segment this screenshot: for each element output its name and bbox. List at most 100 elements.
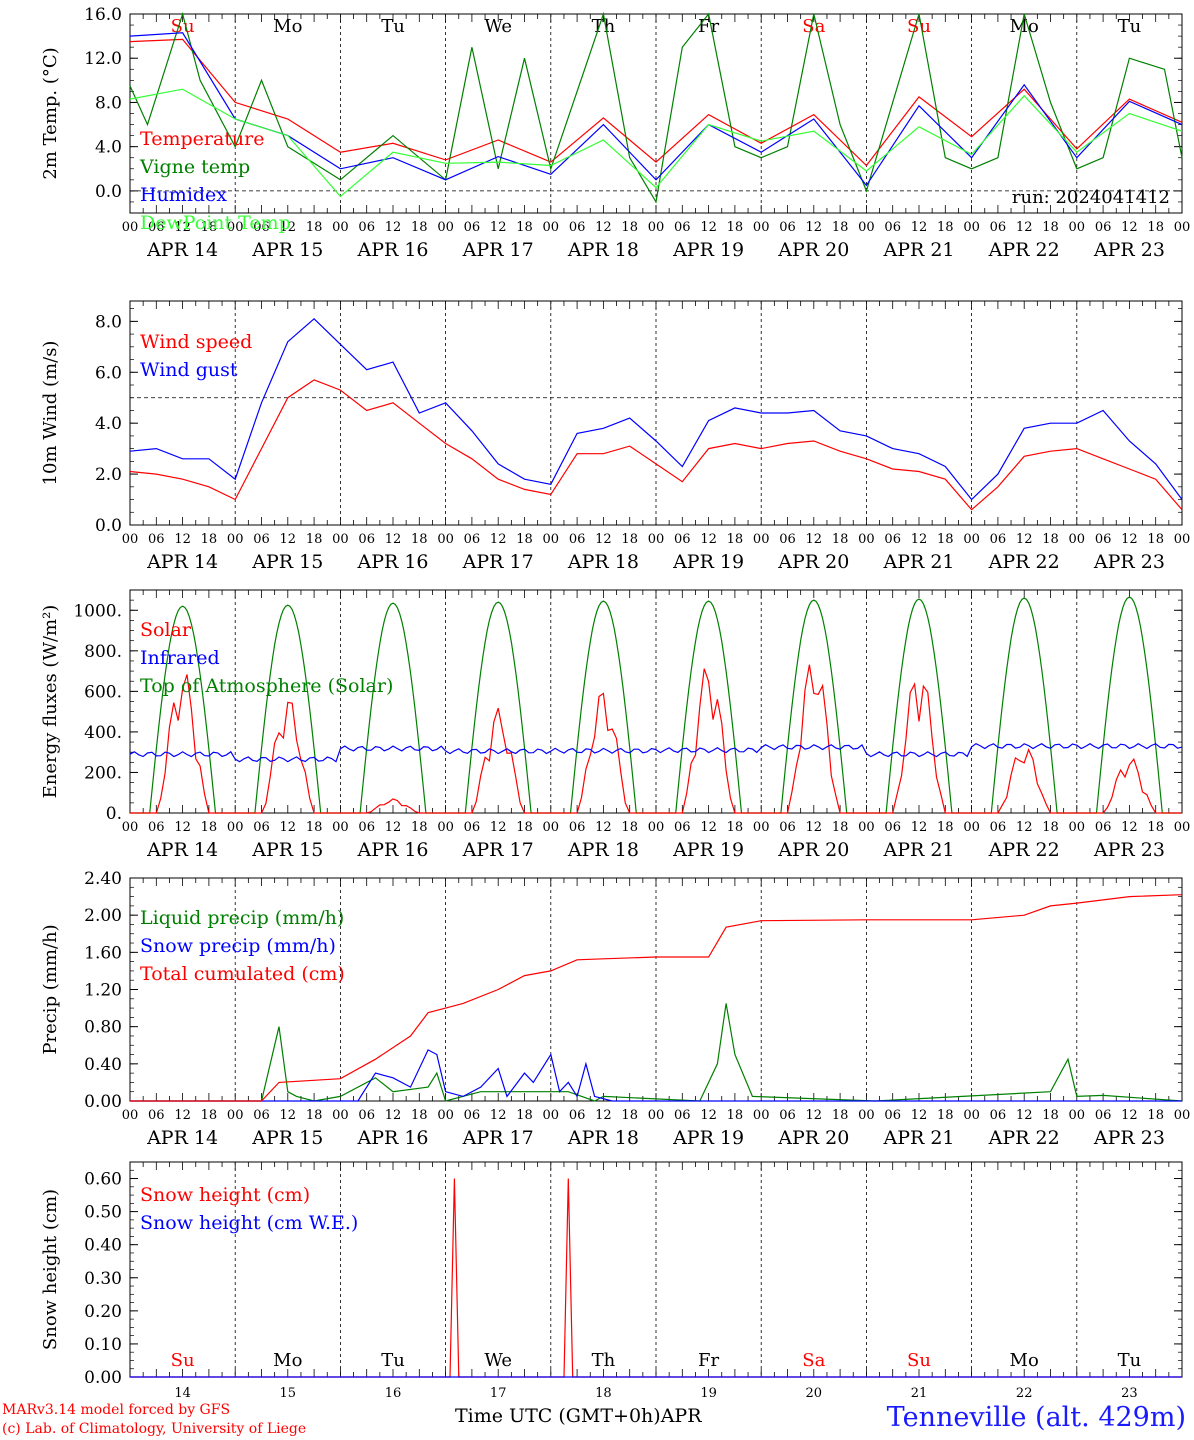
- x-hour-label: 06: [1095, 220, 1112, 235]
- x-hour-label: 18: [832, 1108, 849, 1123]
- x-hour-label: 00: [437, 820, 454, 835]
- x-day-number: 23: [1121, 1386, 1138, 1400]
- x-hour-label: 12: [700, 220, 717, 235]
- x-hour-label: 00: [963, 220, 980, 235]
- day-name-label: Su: [907, 16, 931, 37]
- x-day-number: 20: [806, 1386, 823, 1400]
- x-hour-label: 06: [464, 532, 481, 547]
- y-tick-label: 0.40: [84, 1055, 122, 1075]
- x-hour-label: 18: [727, 1108, 744, 1123]
- day-name-label: Su: [171, 1350, 195, 1371]
- x-date-label: APR 19: [672, 239, 744, 261]
- x-hour-label: 00: [1069, 220, 1086, 235]
- x-hour-label: 06: [1095, 532, 1112, 547]
- y-axis-label: Energy fluxes (W/m²): [40, 605, 61, 799]
- x-hour-label: 00: [858, 220, 875, 235]
- x-hour-label: 00: [1174, 820, 1191, 835]
- x-hour-label: 00: [648, 532, 665, 547]
- x-hour-label: 12: [1016, 1108, 1033, 1123]
- x-hour-label: 12: [911, 220, 928, 235]
- x-hour-label: 06: [779, 532, 796, 547]
- y-tick-label: 600.: [84, 682, 122, 702]
- y-tick-label: 1.20: [84, 981, 122, 1001]
- x-hour-label: 00: [437, 532, 454, 547]
- x-hour-label: 06: [569, 220, 586, 235]
- x-hour-label: 06: [990, 1108, 1007, 1123]
- day-name-label: Th: [592, 1350, 616, 1371]
- legend-entry: Top of Atmosphere (Solar): [140, 675, 393, 697]
- x-date-label: APR 22: [988, 839, 1060, 861]
- x-date-label: APR 18: [567, 239, 639, 261]
- x-hour-label: 18: [1147, 532, 1164, 547]
- x-hour-label: 12: [385, 220, 402, 235]
- x-hour-label: 12: [174, 820, 191, 835]
- x-hour-label: 12: [490, 220, 507, 235]
- x-hour-label: 00: [122, 1108, 139, 1123]
- x-date-label: APR 19: [672, 839, 744, 861]
- y-tick-label: 1.60: [84, 943, 122, 963]
- x-hour-label: 12: [911, 1108, 928, 1123]
- x-hour-label: 12: [490, 532, 507, 547]
- x-hour-label: 18: [306, 220, 323, 235]
- x-hour-label: 06: [674, 532, 691, 547]
- x-hour-label: 18: [411, 820, 428, 835]
- x-hour-label: 00: [227, 820, 244, 835]
- x-hour-label: 12: [700, 820, 717, 835]
- y-tick-label: 0.50: [84, 1203, 122, 1223]
- x-hour-label: 06: [884, 1108, 901, 1123]
- y-tick-label: 4.0: [95, 138, 122, 158]
- x-hour-label: 00: [1069, 1108, 1086, 1123]
- x-hour-label: 06: [148, 220, 165, 235]
- x-hour-label: 06: [253, 820, 270, 835]
- x-hour-label: 12: [280, 220, 297, 235]
- day-name-label: Tu: [1118, 16, 1142, 37]
- x-date-label: APR 16: [356, 1127, 428, 1149]
- x-hour-label: 12: [806, 1108, 823, 1123]
- x-date-label: APR 23: [1093, 1127, 1165, 1149]
- series-line: [129, 38, 1183, 167]
- x-hour-label: 18: [832, 220, 849, 235]
- x-hour-label: 18: [1147, 820, 1164, 835]
- x-hour-label: 00: [543, 1108, 560, 1123]
- x-hour-label: 06: [779, 1108, 796, 1123]
- x-day-number: 16: [385, 1386, 402, 1400]
- x-date-label: APR 23: [1093, 839, 1165, 861]
- x-date-label: APR 16: [356, 239, 428, 261]
- x-date-label: APR 15: [251, 551, 323, 573]
- x-hour-label: 18: [1042, 820, 1059, 835]
- x-date-label: APR 14: [146, 1127, 218, 1149]
- x-day-number: 19: [700, 1386, 717, 1400]
- x-hour-label: 00: [648, 820, 665, 835]
- day-name-label: Mo: [1010, 16, 1039, 37]
- day-name-label: Tu: [381, 1350, 405, 1371]
- series-line: [129, 379, 1183, 511]
- series-line: [129, 11, 1183, 204]
- day-name-label: Su: [907, 1350, 931, 1371]
- y-tick-label: 0.00: [84, 1092, 122, 1112]
- x-hour-label: 06: [990, 220, 1007, 235]
- y-tick-label: 0.30: [84, 1269, 122, 1289]
- x-hour-label: 00: [122, 820, 139, 835]
- day-name-label: Mo: [273, 1350, 302, 1371]
- x-day-number: 17: [490, 1386, 507, 1400]
- y-tick-label: 2.40: [84, 869, 122, 889]
- x-hour-label: 06: [674, 1108, 691, 1123]
- x-day-number: 14: [174, 1386, 191, 1400]
- series-line: [129, 742, 1183, 763]
- x-hour-label: 06: [253, 220, 270, 235]
- legend-entry: Infrared: [140, 647, 220, 669]
- y-tick-label: 6.0: [95, 363, 122, 383]
- legend-entry: Solar: [140, 619, 192, 641]
- day-name-label: We: [484, 1350, 512, 1371]
- legend-entry: Temperature: [140, 128, 264, 150]
- x-hour-label: 12: [911, 820, 928, 835]
- x-hour-label: 06: [464, 220, 481, 235]
- x-hour-label: 00: [332, 532, 349, 547]
- x-hour-label: 06: [358, 1108, 375, 1123]
- x-hour-label: 06: [358, 532, 375, 547]
- plot-frame: [129, 300, 1183, 526]
- x-hour-label: 00: [1174, 220, 1191, 235]
- x-hour-label: 00: [648, 220, 665, 235]
- x-hour-label: 12: [595, 820, 612, 835]
- legend-entry: DewPoint Temp: [140, 212, 291, 234]
